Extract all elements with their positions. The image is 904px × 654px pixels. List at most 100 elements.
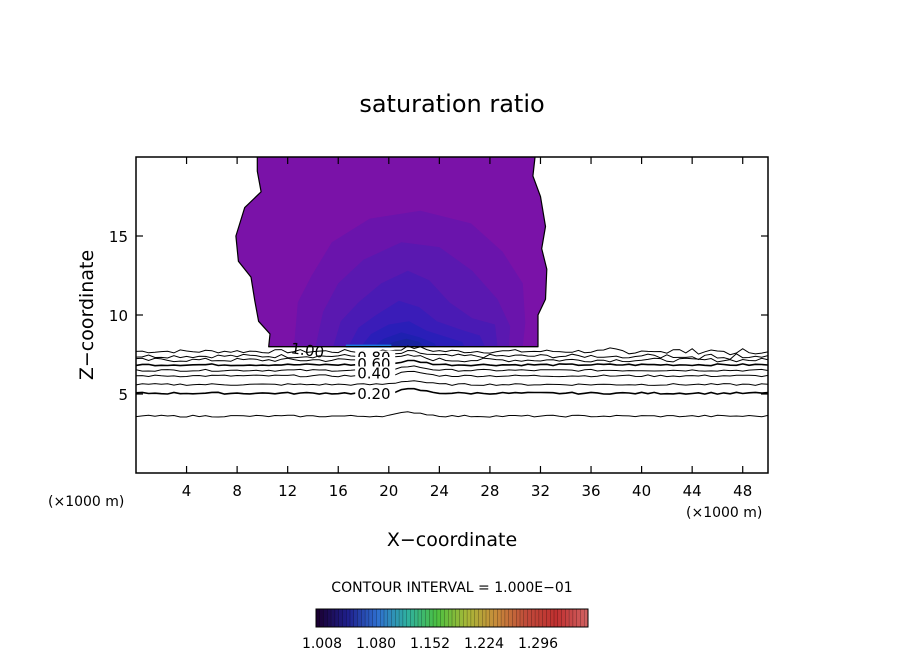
colorbar-swatch [557,609,562,627]
colorbar-swatch [516,609,521,627]
colorbar-swatch [323,609,328,627]
colorbar-swatch [550,609,555,627]
x-unit-right: (×1000 m) [686,505,762,521]
y-axis-label: Z−coordinate [76,250,98,380]
contour-line-0.7 [136,354,768,363]
colorbar-tick-label: 1.080 [356,636,396,652]
colorbar-swatch [357,609,362,627]
colorbar-swatch [542,609,547,627]
colorbar-swatch [478,609,483,627]
colorbar-swatch [406,609,411,627]
colorbar-swatch [452,609,457,627]
contour-labels: 1.000.800.600.400.20 [290,339,396,403]
contour-label: 0.20 [357,385,390,403]
colorbar-swatch [520,609,525,627]
colorbar-swatch [493,609,498,627]
x-tick-label: 36 [581,482,600,500]
colorbar-frame [315,608,589,628]
colorbar-swatch [334,609,339,627]
x-tick-label: 40 [632,482,651,500]
x-tick-label: 4 [182,482,192,500]
colorbar-swatch [361,609,366,627]
colorbar-swatch [425,609,430,627]
colorbar-swatch [561,609,566,627]
colorbar-swatch [448,609,453,627]
colorbar-swatch [489,609,494,627]
colorbar-swatch [331,609,336,627]
chart-title: saturation ratio [359,90,544,118]
colorbar-swatch [535,609,540,627]
y-axis: 5 10 15 [109,228,768,404]
colorbar-swatch [482,609,487,627]
colorbar-swatch [538,609,543,627]
colorbar-swatch [418,609,423,627]
x-tick-label: 32 [531,482,550,500]
colorbar-swatch [429,609,434,627]
colorbar-swatch [474,609,479,627]
colorbar-swatch [486,609,491,627]
colorbar-swatch [467,609,472,627]
colorbar-swatch [316,609,321,627]
colorbar-swatch [365,609,370,627]
colorbar [315,608,589,628]
colorbar-swatch [512,609,517,627]
contour-lines [136,345,768,418]
x-tick-label: 20 [379,482,398,500]
x-tick-label: 12 [278,482,297,500]
colorbar-ticks: 1.008 1.080 1.152 1.224 1.296 [302,636,558,652]
colorbar-swatch [327,609,332,627]
contour-interval-text: CONTOUR INTERVAL = 1.000E−01 [331,580,572,596]
contour-line-0.5 [136,365,768,372]
colorbar-tick-label: 1.224 [464,636,504,652]
colorbar-swatch [342,609,347,627]
x-tick-label: 48 [733,482,752,500]
colorbar-swatch [399,609,404,627]
x-tick-label: 28 [480,482,499,500]
colorbar-swatch [391,609,396,627]
colorbar-swatch [546,609,551,627]
contour-line-0.4 [136,370,768,378]
contour-label: 1.00 [290,339,326,361]
contour-label-bg [355,366,396,381]
colorbar-swatch [569,609,574,627]
colorbar-swatch [459,609,464,627]
colorbar-swatch [554,609,559,627]
colorbar-swatch [436,609,441,627]
colorbar-swatch [527,609,532,627]
colorbar-swatch [565,609,570,627]
colorbar-swatch [470,609,475,627]
colorbar-swatch [350,609,355,627]
colorbar-swatch [584,609,589,627]
contour-line-0.6 [136,359,768,367]
colorbar-swatch [338,609,343,627]
colorbar-swatch [353,609,358,627]
contour-line-0.8 [136,349,768,361]
colorbar-swatch [402,609,407,627]
contour-label: 0.40 [357,364,390,382]
x-tick-label: 16 [329,482,348,500]
colorbar-swatch [508,609,513,627]
x-axis-label: X−coordinate [387,529,517,551]
x-tick-label: 24 [430,482,449,500]
colorbar-swatch [414,609,419,627]
y-tick-label: 10 [109,307,128,325]
cloud-region-level-7 [383,338,425,347]
colorbar-swatch [395,609,400,627]
colorbar-swatch [384,609,389,627]
colorbar-swatch [346,609,351,627]
y-tick-label: 5 [118,386,128,404]
colorbar-swatch [580,609,585,627]
colorbar-tick-label: 1.008 [302,636,342,652]
colorbar-swatch [501,609,506,627]
colorbar-swatch [376,609,381,627]
y-tick-label: 15 [109,228,128,246]
contour-label-bg [355,387,396,401]
colorbar-swatch [572,609,577,627]
x-tick-label: 8 [232,482,242,500]
colorbar-swatch [523,609,528,627]
colorbar-tick-label: 1.152 [410,636,450,652]
colorbar-swatch [421,609,426,627]
plot-fill-layer [235,157,548,348]
colorbar-swatch [319,609,324,627]
